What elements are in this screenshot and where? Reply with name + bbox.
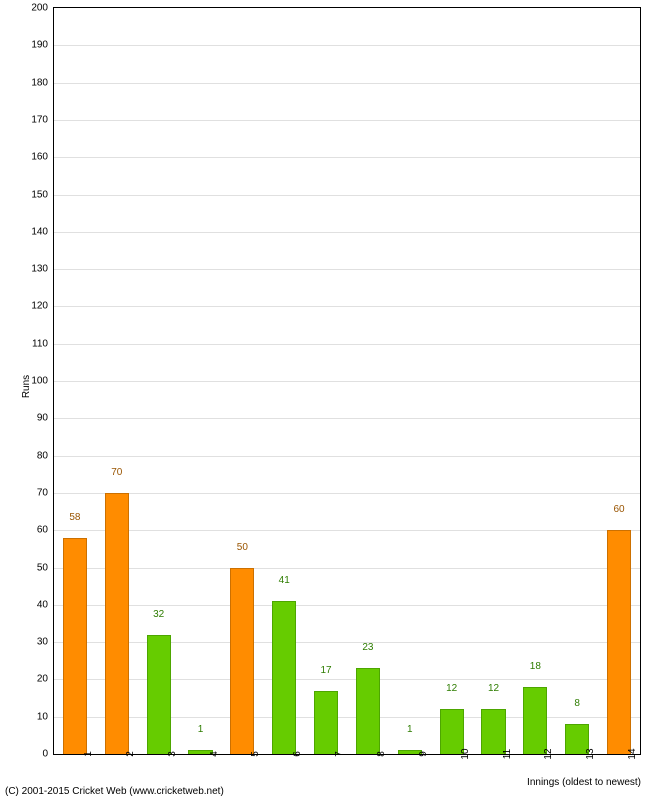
bar-value-label: 1 xyxy=(198,724,204,737)
xtick-label: 5 xyxy=(242,751,261,757)
ytick-label: 200 xyxy=(31,3,54,14)
gridline xyxy=(54,679,640,680)
ytick-label: 60 xyxy=(37,525,54,536)
gridline xyxy=(54,381,640,382)
gridline xyxy=(54,45,640,46)
ytick-label: 80 xyxy=(37,450,54,461)
ytick-label: 150 xyxy=(31,189,54,200)
ytick-label: 40 xyxy=(37,599,54,610)
xtick-label: 6 xyxy=(284,751,303,757)
xtick-label: 14 xyxy=(619,748,638,759)
ytick-label: 180 xyxy=(31,77,54,88)
bar-value-label: 8 xyxy=(574,698,580,711)
bar xyxy=(356,668,380,754)
gridline xyxy=(54,120,640,121)
bar-value-label: 12 xyxy=(488,683,499,696)
bar xyxy=(607,530,631,754)
bar xyxy=(147,635,171,754)
x-axis-label: Innings (oldest to newest) xyxy=(527,777,641,788)
bar xyxy=(63,538,87,754)
gridline xyxy=(54,493,640,494)
xtick-label: 2 xyxy=(117,751,136,757)
ytick-label: 10 xyxy=(37,711,54,722)
gridline xyxy=(54,418,640,419)
bar xyxy=(523,687,547,754)
xtick-label: 13 xyxy=(577,748,596,759)
copyright-text: (C) 2001-2015 Cricket Web (www.cricketwe… xyxy=(5,786,224,797)
gridline xyxy=(54,530,640,531)
xtick-label: 12 xyxy=(535,748,554,759)
gridline xyxy=(54,157,640,158)
gridline xyxy=(54,568,640,569)
gridline xyxy=(54,344,640,345)
gridline xyxy=(54,642,640,643)
bar-value-label: 17 xyxy=(321,665,332,678)
y-axis-label: Runs xyxy=(21,375,32,398)
xtick-label: 8 xyxy=(368,751,387,757)
bar-value-label: 70 xyxy=(111,467,122,480)
gridline xyxy=(54,717,640,718)
gridline xyxy=(54,195,640,196)
xtick-label: 10 xyxy=(452,748,471,759)
xtick-label: 4 xyxy=(201,751,220,757)
xtick-label: 11 xyxy=(494,749,513,759)
bar-value-label: 60 xyxy=(614,504,625,517)
bar xyxy=(272,601,296,754)
ytick-label: 70 xyxy=(37,487,54,498)
bar xyxy=(314,691,338,754)
ytick-label: 160 xyxy=(31,152,54,163)
ytick-label: 100 xyxy=(31,376,54,387)
xtick-label: 7 xyxy=(326,751,345,757)
xtick-label: 1 xyxy=(75,751,94,757)
xtick-label: 3 xyxy=(159,751,178,757)
bar-value-label: 58 xyxy=(69,512,80,525)
ytick-label: 140 xyxy=(31,226,54,237)
bar-value-label: 41 xyxy=(279,575,290,588)
gridline xyxy=(54,232,640,233)
ytick-label: 30 xyxy=(37,637,54,648)
ytick-label: 50 xyxy=(37,562,54,573)
chart-container: 0102030405060708090100110120130140150160… xyxy=(0,0,650,800)
ytick-label: 170 xyxy=(31,114,54,125)
gridline xyxy=(54,269,640,270)
ytick-label: 120 xyxy=(31,301,54,312)
bar xyxy=(440,709,464,754)
bar-value-label: 23 xyxy=(362,642,373,655)
gridline xyxy=(54,306,640,307)
gridline xyxy=(54,456,640,457)
gridline xyxy=(54,605,640,606)
bar xyxy=(105,493,129,754)
bar xyxy=(230,568,254,755)
ytick-label: 90 xyxy=(37,413,54,424)
bar-value-label: 50 xyxy=(237,542,248,555)
ytick-label: 20 xyxy=(37,674,54,685)
ytick-label: 0 xyxy=(42,749,54,760)
bar-value-label: 32 xyxy=(153,609,164,622)
bar-value-label: 12 xyxy=(446,683,457,696)
bar-value-label: 18 xyxy=(530,661,541,674)
xtick-label: 9 xyxy=(410,751,429,757)
ytick-label: 130 xyxy=(31,264,54,275)
bar xyxy=(481,709,505,754)
ytick-label: 190 xyxy=(31,40,54,51)
plot-border: 0102030405060708090100110120130140150160… xyxy=(53,7,641,755)
ytick-label: 110 xyxy=(32,338,54,349)
plot-area: 0102030405060708090100110120130140150160… xyxy=(54,8,640,754)
bar-value-label: 1 xyxy=(407,724,413,737)
gridline xyxy=(54,83,640,84)
